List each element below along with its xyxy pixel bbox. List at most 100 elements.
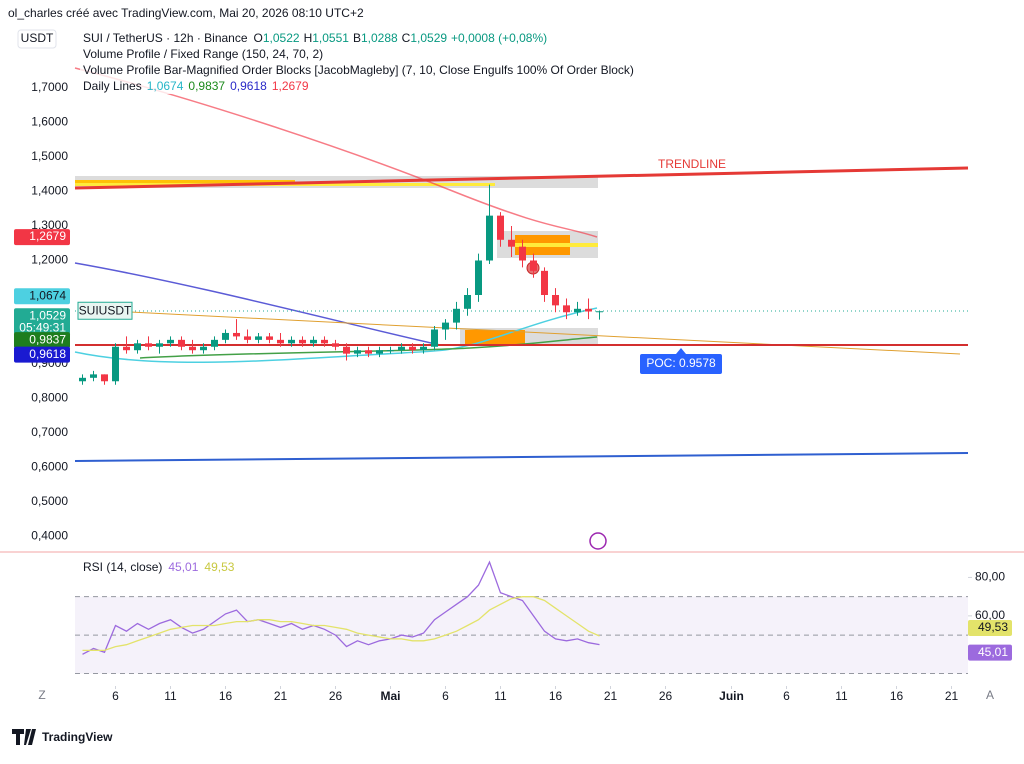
price-tag: [14, 229, 70, 246]
candle-body: [145, 343, 152, 347]
candle-body: [134, 343, 141, 351]
change: +0,0008 (+0,08%): [451, 31, 547, 45]
candle-body: [585, 308, 592, 312]
x-tick-label: 6: [783, 689, 790, 703]
candle-body: [277, 339, 284, 344]
candle-body: [486, 215, 493, 261]
candle-body: [222, 332, 229, 340]
poc-label: POC: 0.9578: [646, 356, 716, 370]
candle-body: [354, 350, 361, 354]
daily-lines-name: Daily Lines: [83, 79, 142, 93]
candle-body: [464, 295, 471, 309]
candle-body: [255, 336, 262, 340]
y-tick-label: 1,2000: [31, 253, 68, 267]
candle-body: [310, 339, 317, 344]
y-tick-label: 1,3000: [31, 218, 68, 232]
rsi-line: [82, 596, 600, 652]
ohlc-value: 1,0551: [312, 31, 349, 45]
ohlc-value: 1,0288: [361, 31, 398, 45]
rsi-tick-label: 60,00: [975, 608, 1005, 622]
y-tick-label: 0,5000: [31, 494, 68, 508]
x-tick-label: 21: [274, 689, 288, 703]
rsi-tag: [968, 644, 1012, 661]
symbol-tag: SUIUSDT: [79, 303, 132, 317]
candle-body: [299, 339, 306, 344]
ohlc-key: B: [353, 31, 361, 45]
ohlc-key: C: [402, 31, 411, 45]
candle-body: [101, 374, 108, 382]
rsi-legend: RSI (14, close) 45,01 49,53: [83, 560, 235, 574]
rsi-title: RSI (14, close): [83, 560, 162, 574]
y-tick-label: 1,5000: [31, 149, 68, 163]
y-tick-label: 0,4000: [31, 529, 68, 543]
candle-body: [376, 350, 383, 354]
x-tick-label: 21: [945, 689, 959, 703]
candle-body: [530, 260, 537, 271]
ohlc-key: H: [304, 31, 313, 45]
price-tag-label: 1,2679: [29, 229, 66, 243]
y-tick-label: 1,4000: [31, 184, 68, 198]
candle-body: [387, 350, 394, 352]
daily-line-value: 1,2679: [272, 79, 309, 93]
candle-body: [442, 322, 449, 330]
candle-body: [497, 215, 504, 240]
candle-body: [552, 295, 559, 306]
zoom-button[interactable]: Z: [38, 688, 45, 702]
candle-body: [79, 377, 86, 382]
ohlc-key: O: [254, 31, 263, 45]
candle-body: [244, 336, 251, 340]
candle-body: [365, 350, 372, 354]
candle-body: [123, 346, 130, 351]
price-tag: [14, 332, 70, 349]
rsi-value: 45,01: [168, 560, 198, 574]
x-tick-label: Mai: [380, 689, 400, 703]
candle-body: [409, 346, 416, 351]
logo: [12, 729, 36, 745]
candle-body: [343, 346, 350, 354]
candle-body: [200, 346, 207, 351]
price-tag-label: 0,9837: [29, 332, 66, 346]
x-tick-label: 16: [549, 689, 563, 703]
rsi-ma-value: 49,53: [204, 560, 234, 574]
price-tag: [14, 308, 70, 335]
x-tick-label: 16: [219, 689, 233, 703]
x-tick-label: 6: [112, 689, 119, 703]
daily-line-value: 0,9837: [188, 79, 225, 93]
candle-body: [508, 239, 515, 247]
price-tag-label: 1,0674: [29, 288, 66, 302]
candle-body: [266, 336, 273, 340]
daily-lines: Daily Lines 1,0674 0,9837 0,9618 1,2679: [83, 79, 309, 93]
candle-body: [233, 332, 240, 337]
y-tick-label: 0,8000: [31, 391, 68, 405]
rsi-tag-label: 49,53: [978, 620, 1008, 634]
attribution: ol_charles créé avec TradingView.com, Ma…: [8, 6, 364, 20]
x-tick-label: 16: [890, 689, 904, 703]
candle-body: [574, 308, 581, 313]
candle-body: [288, 339, 295, 344]
trendline-label: TRENDLINE: [658, 157, 726, 171]
y-tick-label: 0,6000: [31, 460, 68, 474]
rsi-tick-label: 80,00: [975, 570, 1005, 584]
x-tick-label: 26: [659, 689, 673, 703]
currency[interactable]: USDT: [21, 31, 54, 45]
auto-button[interactable]: A: [986, 688, 994, 702]
x-tick-label: 26: [329, 689, 343, 703]
legend: SUI / TetherUS · 12h · Binance O1,0522 H1,…: [80, 30, 634, 94]
price-tag-label: 1,0529: [29, 308, 66, 322]
candle-body: [596, 311, 603, 313]
x-tick-label: 6: [442, 689, 449, 703]
ohlc-value: 1,0529: [410, 31, 447, 45]
price-tag: [14, 346, 70, 363]
candle-body: [563, 305, 570, 313]
candle-body: [332, 343, 339, 347]
rsi-tag: [968, 619, 1012, 636]
price-tag-time: 05:49:31: [19, 320, 66, 334]
currency-box[interactable]: [17, 29, 57, 49]
candle-body: [178, 339, 185, 347]
price-tag: [14, 288, 70, 305]
y-tick-label: 1,7000: [31, 80, 68, 94]
symbol: SUI / TetherUS · 12h · Binance: [83, 31, 248, 45]
candle-body: [321, 339, 328, 344]
candle-body: [541, 270, 548, 295]
